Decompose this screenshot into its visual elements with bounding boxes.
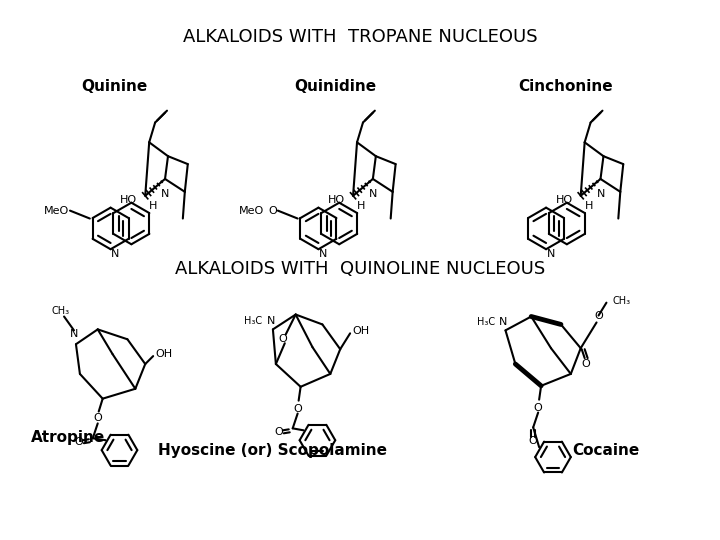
Text: H: H [357, 201, 365, 211]
Text: O: O [274, 427, 283, 437]
Text: N: N [161, 189, 169, 199]
Text: ALKALOIDS WITH  TROPANE NUCLEOUS: ALKALOIDS WITH TROPANE NUCLEOUS [183, 28, 537, 45]
Text: OH: OH [155, 349, 172, 359]
Text: HO: HO [120, 195, 138, 205]
Text: N: N [500, 318, 508, 327]
Text: N: N [597, 189, 605, 199]
Text: O: O [534, 402, 543, 413]
Text: N: N [112, 249, 120, 259]
Text: Cinchonine: Cinchonine [518, 79, 613, 94]
Text: O: O [279, 334, 287, 345]
Text: Cocaine: Cocaine [572, 443, 639, 458]
Text: N: N [266, 316, 275, 327]
Text: O: O [528, 436, 538, 446]
Text: CH₃: CH₃ [613, 296, 631, 306]
Text: H: H [149, 201, 158, 211]
Text: HO: HO [328, 195, 345, 205]
Text: MeO: MeO [44, 206, 69, 215]
Text: O: O [293, 403, 302, 414]
Text: O: O [581, 359, 590, 369]
Text: H₃C: H₃C [477, 318, 495, 327]
Text: N: N [319, 249, 328, 259]
Text: ALKALOIDS WITH  QUINOLINE NUCLEOUS: ALKALOIDS WITH QUINOLINE NUCLEOUS [175, 260, 545, 278]
Text: Quinine: Quinine [81, 79, 148, 94]
Text: O: O [94, 414, 102, 423]
Text: O: O [594, 310, 603, 321]
Text: H: H [585, 201, 593, 211]
Text: CH₃: CH₃ [51, 306, 69, 315]
Text: OH: OH [352, 326, 369, 336]
Text: O: O [268, 206, 277, 215]
Text: Atropine: Atropine [31, 430, 105, 445]
Text: N: N [70, 329, 78, 339]
Text: HO: HO [556, 195, 573, 205]
Text: Quinidine: Quinidine [294, 79, 377, 94]
Text: N: N [546, 249, 555, 259]
Text: N: N [369, 189, 377, 199]
Text: Hyoscine (or) Scopolamine: Hyoscine (or) Scopolamine [158, 443, 387, 458]
Text: H₃C: H₃C [244, 316, 262, 327]
Text: O: O [75, 437, 84, 447]
Text: MeO: MeO [239, 206, 264, 215]
